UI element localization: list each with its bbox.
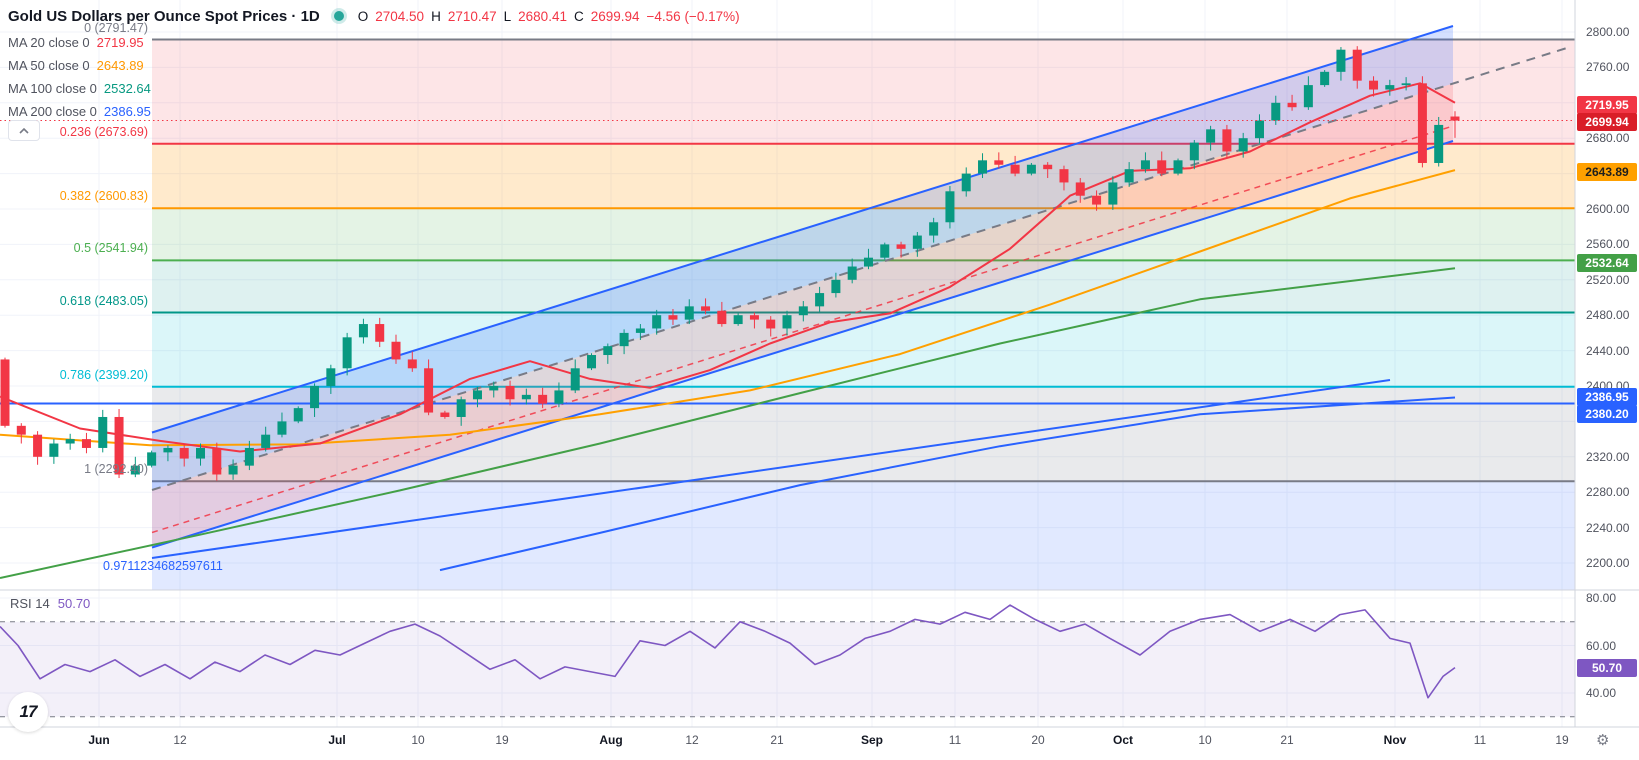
price-badge: 2532.64 <box>1577 254 1637 272</box>
ma-legend-label: MA 100 close 0 <box>8 81 97 96</box>
ma-legend-row[interactable]: MA 50 close 0 2643.89 <box>8 54 151 77</box>
ohlc-key: L <box>503 8 512 24</box>
time-tick: 11 <box>948 733 962 747</box>
price-tick: 2480.00 <box>1586 308 1630 323</box>
axis-settings-gear-icon[interactable]: ⚙ <box>1596 732 1610 749</box>
price-tick: 2560.00 <box>1586 237 1630 252</box>
time-tick: 12 <box>685 733 699 747</box>
ohlc-value: 2680.41 <box>518 8 567 24</box>
ohlc-value: 2704.50 <box>375 8 425 24</box>
collapse-legend-button[interactable] <box>8 120 40 141</box>
price-tick: 2600.00 <box>1586 202 1630 216</box>
fib-level-label: 0.382 (2600.83) <box>59 189 148 204</box>
chevron-up-icon <box>19 127 29 134</box>
time-tick: 21 <box>1280 733 1294 747</box>
ohlc-key: O <box>357 8 369 24</box>
rsi-axis-tick: 80.00 <box>1586 591 1617 605</box>
ma-legend-label: MA 200 close 0 <box>8 104 97 119</box>
ohlc-value: 2710.47 <box>447 8 497 24</box>
price-tick: 2320.00 <box>1586 449 1630 464</box>
ohlc-readout: O 2704.50 H 2710.47 L 2680.41 C 2699.94 −4.56 (−… <box>358 9 740 24</box>
time-tick: 19 <box>495 733 509 747</box>
price-tick: 2520.00 <box>1586 272 1630 287</box>
price-tick: 2280.00 <box>1586 485 1630 500</box>
time-tick: 11 <box>1473 733 1487 747</box>
time-tick: 21 <box>770 733 784 747</box>
ma-legend: MA 20 close 0 2719.95 MA 50 close 0 2643.89… <box>8 31 151 123</box>
ma-legend-label: MA 20 close 0 <box>8 35 90 50</box>
ma-legend-row[interactable]: MA 200 close 0 2386.95 <box>8 100 151 123</box>
time-tick: Nov <box>1383 733 1407 747</box>
ma-legend-value: 2386.95 <box>103 104 151 119</box>
rsi-value: 50.70 <box>57 596 91 611</box>
price-tick: 2680.00 <box>1586 131 1630 146</box>
ma-legend-label: MA 50 close 0 <box>8 58 90 73</box>
ma-legend-value: 2532.64 <box>103 81 151 96</box>
price-badge: 2699.94 <box>1577 113 1637 131</box>
rsi-badge: 50.70 <box>1577 658 1637 677</box>
fib-channel-level-label: 0.9711234682597611 <box>103 559 223 573</box>
fib-level-label: 0.5 (2541.94) <box>73 241 148 256</box>
price-tick: 2440.00 <box>1586 343 1630 358</box>
price-tick: 2760.00 <box>1586 60 1630 75</box>
fib-level-label: 0.618 (2483.05) <box>59 293 148 308</box>
symbol-title[interactable]: Gold US Dollars per Ounce Spot Prices · … <box>8 7 320 25</box>
ohlc-key: C <box>573 8 584 24</box>
chart-header: Gold US Dollars per Ounce Spot Prices · … <box>8 6 740 26</box>
time-tick: Jun <box>88 733 110 747</box>
price-tick: 2800.00 <box>1586 25 1630 39</box>
time-tick: 19 <box>1555 733 1569 747</box>
tradingview-logo[interactable]: 17 <box>8 692 48 732</box>
ohlc-key: H <box>431 8 441 24</box>
price-badge: 2643.89 <box>1577 163 1637 181</box>
time-tick: 10 <box>411 733 425 747</box>
time-tick: Aug <box>599 733 623 747</box>
fib-level-label: 0.786 (2399.20) <box>59 367 148 382</box>
price-badge: 2380.20 <box>1577 405 1637 423</box>
time-tick: Oct <box>1112 733 1134 747</box>
price-badge: 2719.95 <box>1577 96 1637 114</box>
fib-level-label: 0.236 (2673.69) <box>59 124 148 139</box>
time-tick: 12 <box>173 733 187 747</box>
ma-legend-value: 2719.95 <box>96 35 144 50</box>
time-tick: 10 <box>1198 733 1212 747</box>
ma-legend-value: 2643.89 <box>96 58 144 73</box>
rsi-axis-tick: 60.00 <box>1586 638 1617 653</box>
price-tick: 2240.00 <box>1586 520 1630 535</box>
ma-legend-row[interactable]: MA 20 close 0 2719.95 <box>8 31 151 54</box>
ma-legend-row[interactable]: MA 100 close 0 2532.64 <box>8 77 151 100</box>
time-tick: Jul <box>328 733 346 747</box>
time-tick: 20 <box>1031 733 1045 747</box>
price-tick: 2200.00 <box>1586 556 1630 570</box>
ohlc-value: 2699.94 <box>590 8 640 24</box>
time-tick: Sep <box>860 733 884 747</box>
market-status-dot-icon <box>333 11 344 21</box>
price-change: −4.56 (−0.17%) <box>646 8 740 24</box>
price-badge: 2386.95 <box>1577 388 1637 406</box>
fib-level-label: 1 (2292.40) <box>84 462 148 477</box>
rsi-axis-tick: 40.00 <box>1586 686 1617 700</box>
rsi-legend: RSI 14 50.70 <box>10 596 90 611</box>
rsi-label: RSI 14 <box>10 596 50 611</box>
fib-level-label: 0 (2791.47) <box>84 20 148 35</box>
